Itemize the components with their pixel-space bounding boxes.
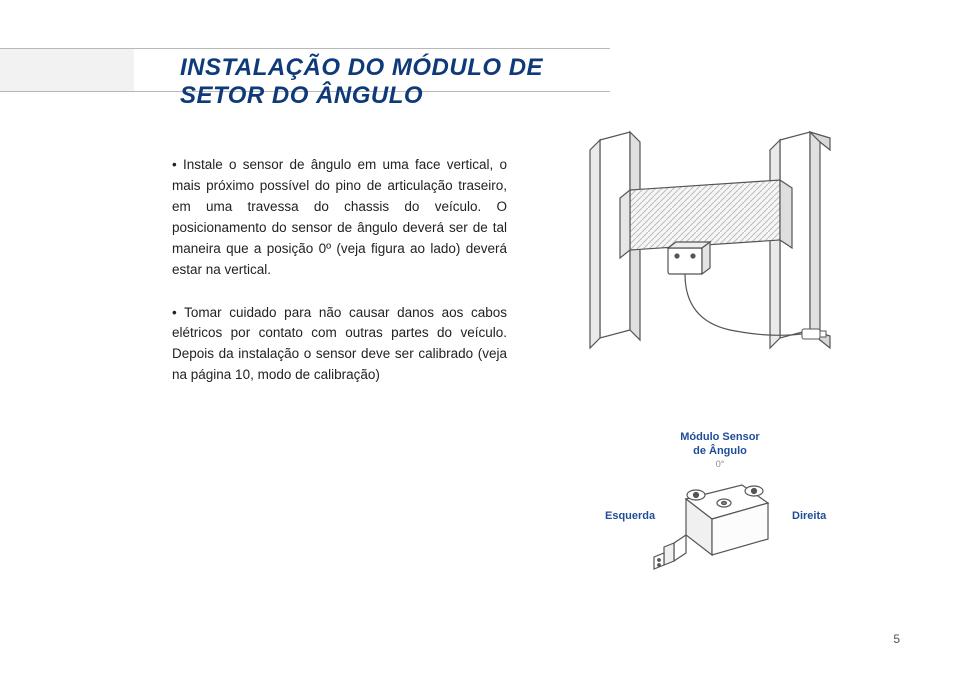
label-direita: Direita xyxy=(792,510,826,522)
page-title: INSTALAÇÃO DO MÓDULO DE SETOR DO ÂNGULO xyxy=(180,54,610,110)
figure-chassis xyxy=(570,130,850,360)
paragraph-2: • Tomar cuidado para não causar danos ao… xyxy=(172,303,507,387)
paragraph-1: • Instale o sensor de ângulo em uma face… xyxy=(172,155,507,281)
figure-caption-line2: de Ângulo xyxy=(630,444,810,458)
label-esquerda: Esquerda xyxy=(605,510,655,522)
figure-caption-sub: 0° xyxy=(630,459,810,469)
figure-caption-line1: Módulo Sensor xyxy=(630,430,810,444)
body-text-column: • Instale o sensor de ângulo em uma face… xyxy=(172,155,507,408)
figure-sensor-module: Módulo Sensor de Ângulo 0° xyxy=(630,430,810,580)
header-bar: INSTALAÇÃO DO MÓDULO DE SETOR DO ÂNGULO xyxy=(0,48,610,92)
page-number: 5 xyxy=(893,632,900,646)
